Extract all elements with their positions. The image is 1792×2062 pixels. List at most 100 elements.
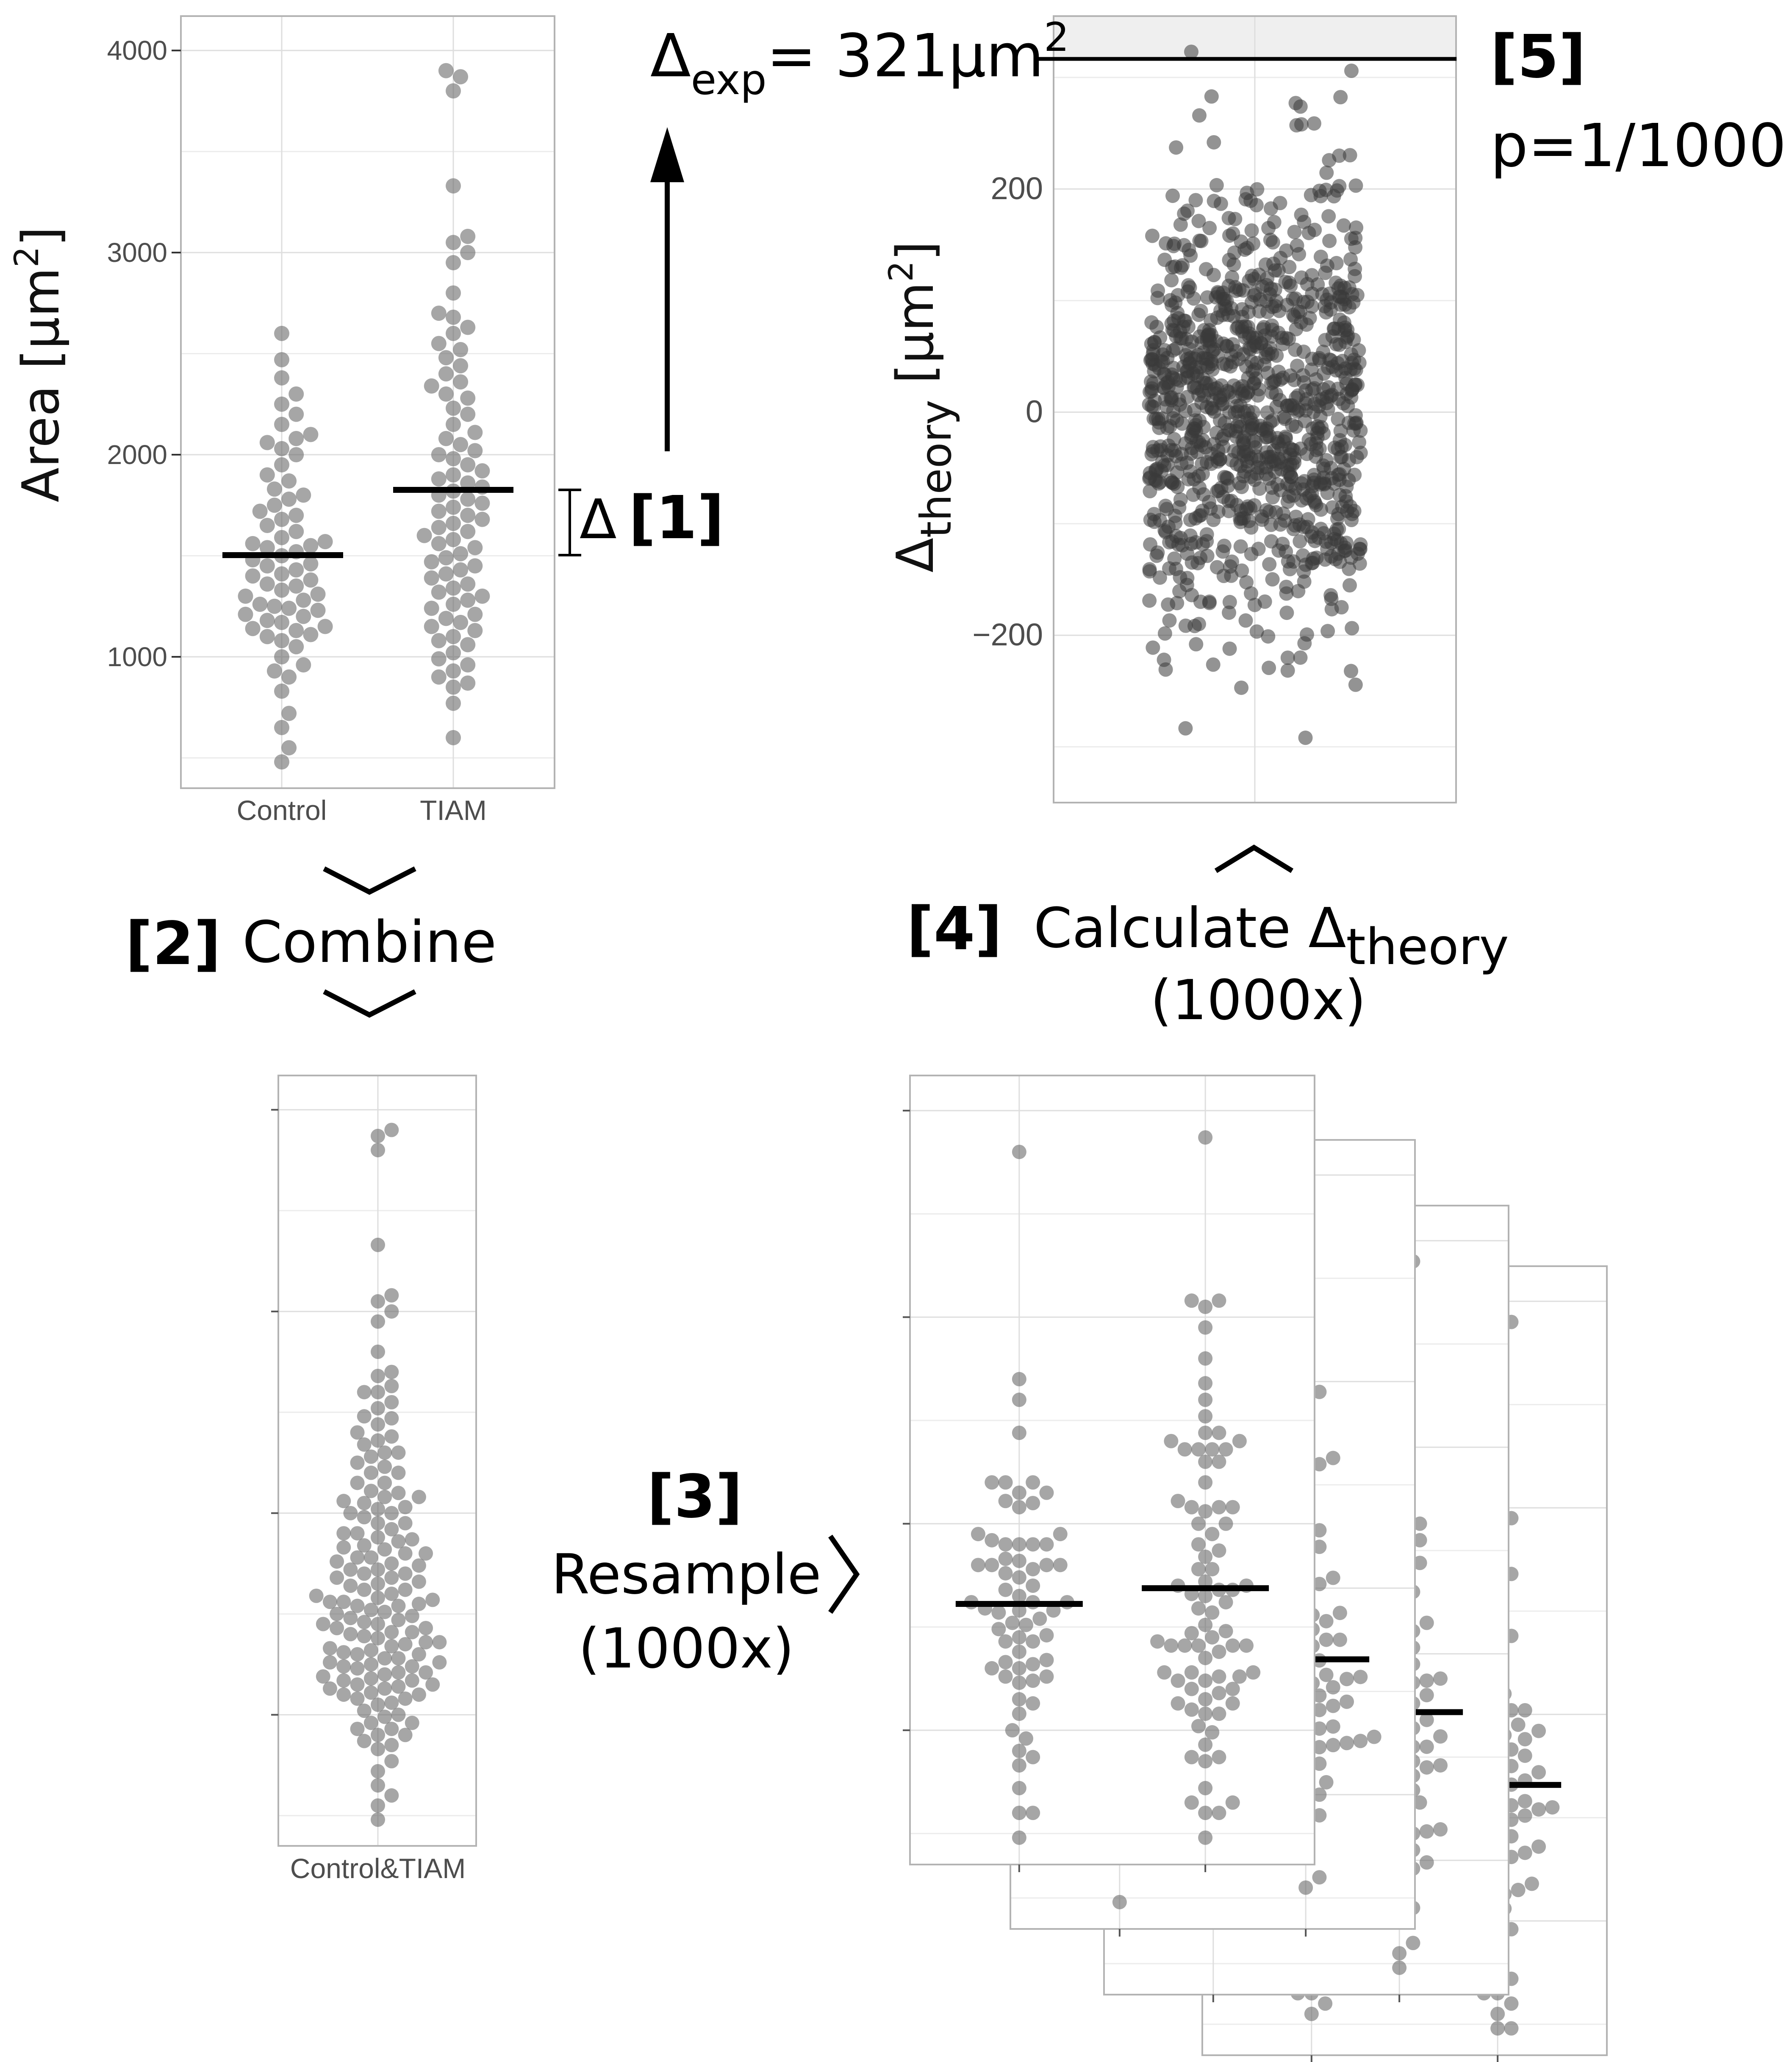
delta-theory-point: [1226, 309, 1241, 323]
delta-theory-point: [1300, 277, 1315, 291]
delta-theory-point: [1262, 661, 1276, 675]
combined-point: [364, 1466, 378, 1480]
combined-point: [357, 1538, 372, 1553]
control-point: [281, 601, 297, 616]
tiam-point: [460, 592, 475, 608]
resample-point: [1340, 1695, 1354, 1709]
combined-point: [419, 1546, 433, 1561]
delta-theory-point: [1281, 650, 1295, 665]
control-point: [274, 583, 289, 598]
delta-theory-point: [1343, 578, 1357, 592]
resample-point: [1353, 1670, 1368, 1684]
delta-theory-point: [1223, 642, 1237, 656]
delta-theory-point: [1317, 367, 1331, 381]
combined-point: [330, 1554, 344, 1569]
resample-point: [1232, 1669, 1247, 1684]
delta-theory-point: [1192, 108, 1207, 122]
resample-point: [1012, 1537, 1026, 1551]
delta-theory-point: [1344, 513, 1359, 527]
delta-theory-point: [1150, 291, 1165, 305]
delta-theory-point: [1204, 89, 1219, 104]
delta-theory-point: [1245, 223, 1259, 238]
control-point: [274, 649, 289, 664]
resample-point: [1511, 1717, 1526, 1732]
combined-point: [391, 1613, 405, 1627]
panel1-yticks: 1000 2000 3000 4000: [107, 35, 181, 672]
resample-point: [1212, 1645, 1226, 1659]
tiam-point: [446, 629, 461, 644]
delta-theory-point: [1227, 245, 1242, 260]
combined-point: [425, 1592, 440, 1607]
p5-ylabel-end: ]: [886, 241, 945, 261]
resample-point: [1053, 1527, 1068, 1541]
delta-theory-point: [1203, 339, 1217, 353]
resample-point: [1239, 1638, 1254, 1653]
step5-label: [5]: [1490, 22, 1586, 92]
step4-calculate: [4] Calculate Δtheory (1000x): [907, 848, 1509, 1032]
resample-point: [1012, 1645, 1026, 1659]
figure-root: { "panel1": { "ylabel": "Area [µm", "yla…: [0, 0, 1792, 2062]
control-point: [288, 508, 304, 523]
panel-area-by-group: 1000 2000 3000 4000 Control TIAM Area [µm2]…: [8, 16, 724, 826]
combined-point: [330, 1607, 344, 1621]
resample-point: [1226, 1500, 1240, 1515]
resample-point: [1212, 1669, 1226, 1684]
tiam-point: [438, 550, 454, 565]
resample-point: [999, 1583, 1013, 1597]
control-point: [274, 352, 289, 367]
combined-point: [391, 1651, 405, 1665]
delta-theory-point: [1239, 613, 1253, 628]
xtick-combined: Control&TIAM: [290, 1853, 466, 1884]
p5-ylabel-delta: Δ: [886, 538, 945, 572]
panel1-frame: [181, 16, 555, 788]
resample-point: [985, 1475, 999, 1490]
resample-point: [1319, 1667, 1334, 1682]
resample-point: [1319, 1633, 1334, 1647]
delta-theory-point: [1329, 522, 1344, 537]
resample-point: [1212, 1706, 1226, 1721]
combined-point: [371, 1530, 385, 1545]
combined-point: [350, 1692, 365, 1706]
delta-theory-point: [1174, 456, 1189, 471]
combined-point: [357, 1496, 372, 1510]
delta-theory-point: [1184, 428, 1199, 442]
delta-theory-point: [1297, 564, 1311, 579]
resample-point: [1198, 1426, 1212, 1440]
tiam-point: [453, 437, 468, 452]
delta-theory-point: [1229, 457, 1244, 471]
resample-point: [1026, 1657, 1040, 1671]
control-point: [311, 603, 326, 618]
resample-point: [1420, 1855, 1434, 1870]
combined-point: [391, 1486, 405, 1500]
resample-point: [1205, 1605, 1219, 1620]
combined-point: [419, 1665, 433, 1680]
delta-theory-point: [1259, 257, 1273, 272]
delta-theory-point: [1190, 445, 1204, 459]
delta-theory-point: [1222, 504, 1236, 518]
resample-point: [1005, 1723, 1020, 1737]
resample-point: [1226, 1795, 1240, 1810]
resample-point: [985, 1533, 999, 1548]
resample-point: [1531, 1724, 1546, 1738]
control-point: [274, 530, 289, 545]
delta-theory-point: [1314, 503, 1328, 517]
control-point: [288, 431, 304, 446]
delta-theory-point: [1273, 251, 1288, 265]
tiam-point: [467, 607, 483, 622]
delta-theory-point: [1234, 539, 1248, 554]
combined-point: [336, 1526, 351, 1540]
resample-point: [1246, 1665, 1260, 1680]
resample-point: [1012, 1781, 1026, 1795]
resample-point: [1012, 1500, 1026, 1515]
delta-theory-point: [1179, 348, 1193, 362]
resample-point: [1039, 1486, 1054, 1500]
combined-point: [350, 1677, 365, 1692]
resample-point: [1198, 1673, 1212, 1688]
combined-point: [391, 1599, 405, 1613]
combined-point: [405, 1673, 419, 1688]
resample-point: [1164, 1638, 1178, 1653]
delta-theory-point: [1146, 347, 1160, 361]
resample-point: [1518, 1732, 1532, 1746]
delta-theory-point: [1265, 572, 1280, 586]
delta-theory-point: [1186, 488, 1201, 502]
